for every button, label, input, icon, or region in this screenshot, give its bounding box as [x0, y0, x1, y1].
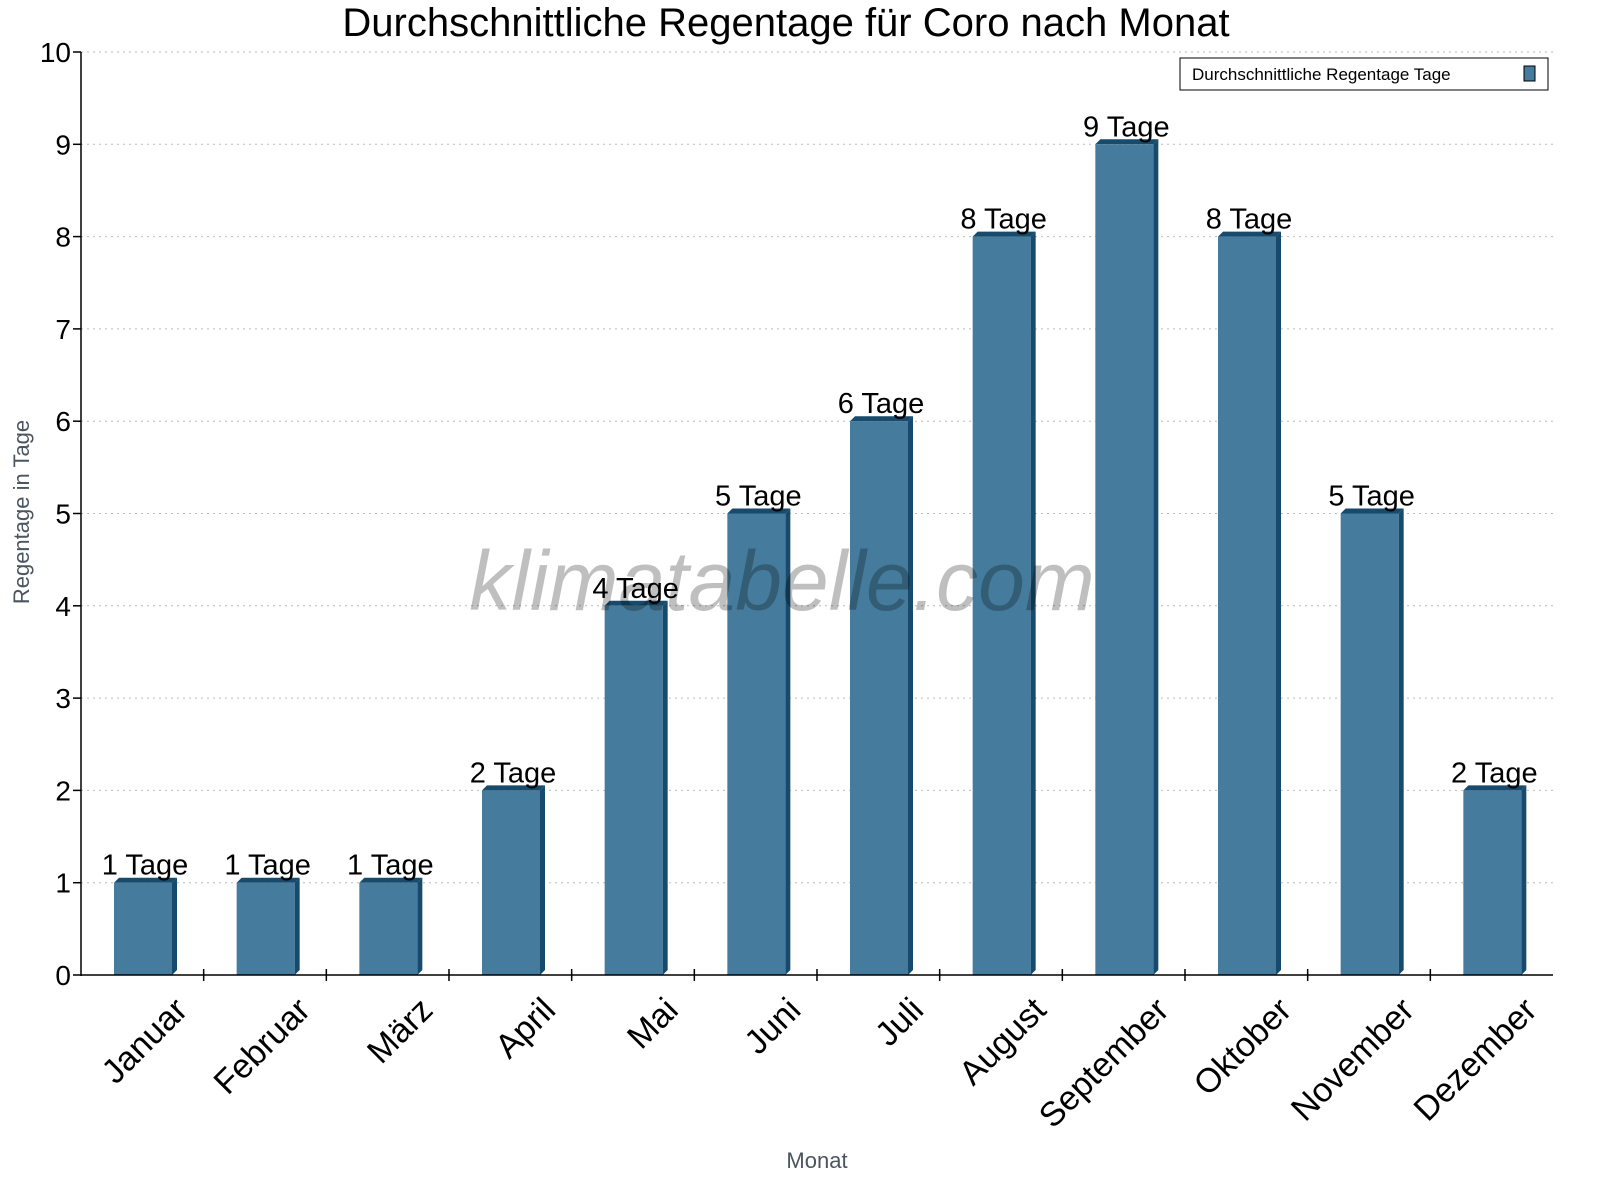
bar	[1218, 236, 1276, 976]
bar-side	[785, 508, 791, 975]
bar	[359, 882, 418, 975]
bar-top	[1463, 785, 1527, 791]
bar-top	[727, 508, 791, 514]
bar	[1095, 144, 1154, 976]
legend: Durchschnittliche Regentage Tage	[1179, 57, 1549, 91]
bar-top	[1340, 508, 1404, 514]
bar-top	[114, 877, 177, 883]
x-tick-label: Juli	[868, 991, 931, 1054]
bar	[972, 236, 1031, 976]
x-tick-label: Februar	[207, 991, 318, 1102]
y-tick-label: 9	[55, 129, 71, 160]
data-label: 1 Tage	[224, 850, 311, 882]
bar-top	[604, 600, 668, 606]
y-tick-label: 7	[55, 314, 71, 345]
bar-top	[850, 416, 913, 422]
y-tick-label: 6	[55, 406, 71, 437]
bar-side	[294, 877, 300, 975]
watermark: klimatabelle.com	[469, 534, 1095, 628]
bar-side	[1398, 508, 1404, 975]
bar-top	[482, 785, 545, 791]
bar	[1340, 513, 1399, 975]
data-label: 2 Tage	[1451, 757, 1538, 789]
data-label: 8 Tage	[1206, 204, 1293, 236]
bar-side	[417, 877, 423, 975]
data-label: 1 Tage	[102, 850, 189, 882]
bar-top	[236, 877, 300, 883]
y-tick-label: 1	[55, 868, 71, 899]
data-label: 5 Tage	[1328, 481, 1415, 513]
data-label: 2 Tage	[470, 757, 557, 789]
bar-top	[972, 231, 1036, 237]
bar	[604, 605, 663, 975]
bar-top	[359, 877, 423, 883]
bar	[236, 882, 295, 975]
x-tick-label: November	[1284, 991, 1422, 1129]
x-tick-label: April	[488, 991, 563, 1066]
bar-side	[908, 416, 913, 975]
y-tick-label: 10	[40, 37, 71, 68]
bar-side	[1521, 785, 1527, 975]
y-tick-label: 4	[55, 591, 71, 622]
grid-lines	[81, 51, 1553, 884]
bar	[114, 882, 172, 975]
x-tick-label: Oktober	[1187, 991, 1299, 1103]
bar-top	[1218, 231, 1281, 237]
legend-swatch	[1523, 65, 1536, 82]
x-axis-label: Monat	[786, 1148, 847, 1173]
data-label: 5 Tage	[715, 481, 802, 513]
y-tick-label: 8	[55, 222, 71, 253]
data-label: 8 Tage	[960, 204, 1047, 236]
data-label: 9 Tage	[1083, 111, 1170, 143]
bars: 1 Tage 1 Tage 1 Tage 2 Tage 4 Tage 5 Tage 6 Ta…	[102, 111, 1538, 976]
data-label: 4 Tage	[592, 573, 679, 605]
y-axis-ticks: 0 1 2 3 4 5 6 7 8 9 10	[40, 37, 81, 991]
y-tick-label: 3	[55, 683, 71, 714]
y-tick-label: 0	[55, 960, 71, 991]
legend-box	[1179, 57, 1549, 91]
data-label: 6 Tage	[838, 388, 925, 420]
x-tick-label: Januar	[95, 991, 195, 1091]
bar	[727, 513, 786, 975]
bar-top	[1095, 139, 1159, 145]
bar-side	[1276, 231, 1281, 976]
bar-side	[540, 785, 545, 975]
x-tick-label: Juni	[737, 991, 808, 1062]
bar	[482, 790, 540, 975]
x-tick-label: Dezember	[1407, 991, 1545, 1129]
y-axis-label: Regentage in Tage	[9, 420, 34, 604]
chart-title: Durchschnittliche Regentage für Coro nac…	[342, 1, 1229, 45]
x-tick-label: September	[1032, 991, 1176, 1135]
bar	[1463, 790, 1522, 975]
data-label: 1 Tage	[347, 850, 434, 882]
bar-side	[662, 600, 668, 975]
bar-side	[1153, 139, 1159, 976]
x-tick-label: Mai	[620, 991, 686, 1057]
x-tick-label: März	[360, 991, 440, 1071]
bar	[850, 421, 908, 975]
x-axis-ticks: Januar Februar März April Mai Juni Juli AugustS…	[95, 969, 1545, 1135]
legend-label: Durchschnittliche Regentage Tage	[1192, 65, 1451, 84]
bar-side	[1030, 231, 1036, 976]
x-tick-label: August	[952, 990, 1054, 1092]
y-tick-label: 5	[55, 499, 71, 530]
y-tick-label: 2	[55, 775, 71, 806]
bar-side	[172, 877, 177, 975]
